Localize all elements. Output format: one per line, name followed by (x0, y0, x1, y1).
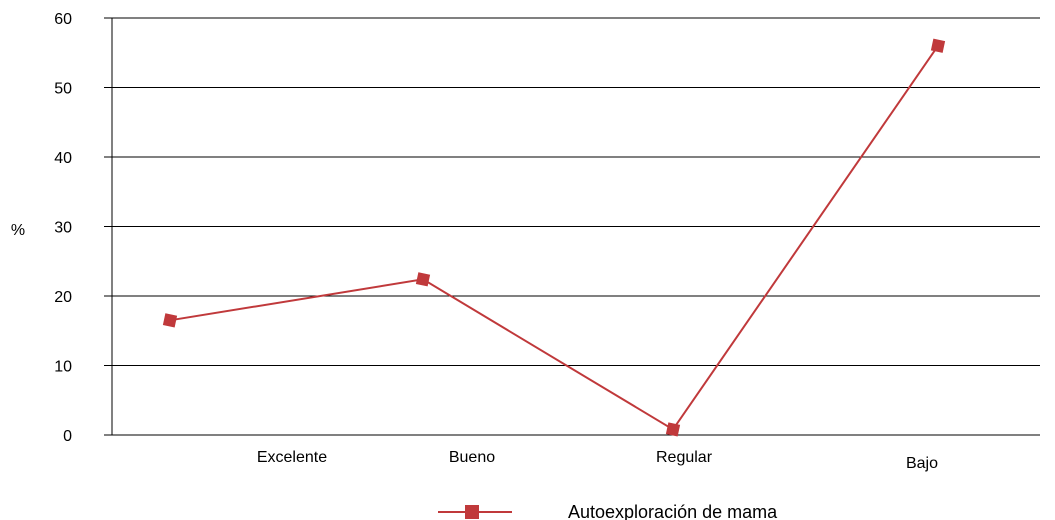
series-layer (162, 38, 946, 437)
y-axis-title: % (11, 222, 25, 239)
x-tick-label: Bueno (449, 449, 495, 466)
legend-marker (465, 505, 479, 519)
y-tick-label: 20 (54, 289, 72, 306)
data-point (930, 38, 946, 53)
y-tick-label: 0 (63, 428, 72, 445)
y-tick-label: 30 (54, 220, 72, 237)
data-point (665, 422, 681, 437)
y-tick-label: 10 (54, 359, 72, 376)
gridlines (112, 17, 1040, 366)
series-line (169, 45, 939, 431)
x-axis-ticks: Excelente Bueno Regular Bajo (257, 449, 938, 472)
data-point (415, 272, 431, 287)
y-tick-label: 50 (54, 81, 72, 98)
data-point (162, 313, 178, 328)
x-tick-label: Regular (656, 449, 713, 466)
y-tick-label: 40 (54, 150, 72, 167)
y-tick-label: 60 (54, 11, 72, 28)
y-axis-ticks: 0 10 20 30 40 50 60 (54, 11, 112, 445)
legend-label: Autoexploración de mama (568, 502, 778, 520)
x-tick-label: Bajo (906, 455, 938, 472)
legend: Autoexploración de mama (438, 502, 778, 520)
x-tick-label: Excelente (257, 449, 327, 466)
